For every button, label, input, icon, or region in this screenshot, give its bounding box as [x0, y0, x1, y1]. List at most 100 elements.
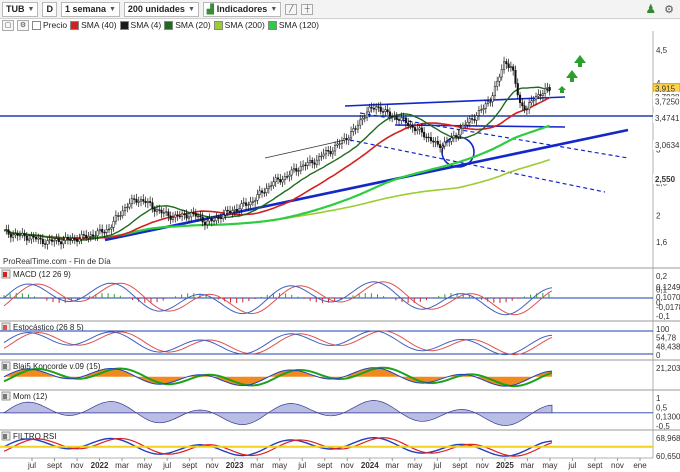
green-up-arrow-icon: [566, 70, 578, 82]
candle-body: [356, 124, 359, 130]
x-tick-label: ene: [633, 461, 647, 470]
legend-price[interactable]: Precio: [32, 20, 67, 30]
panel-title: Blai5 Koncorde v.09 (15): [13, 362, 101, 371]
legend-sma120[interactable]: SMA (120): [267, 20, 319, 30]
candle-body: [39, 237, 42, 240]
alert-bell-icon[interactable]: ♟: [645, 2, 657, 16]
candle-body: [181, 213, 184, 217]
candle-body: [155, 209, 159, 212]
d-button[interactable]: D: [42, 1, 57, 17]
candle-body: [345, 138, 348, 141]
candle-body: [313, 162, 316, 165]
candle-body: [272, 181, 275, 186]
legend-sma4[interactable]: SMA (4): [119, 20, 161, 30]
indicators-button[interactable]: ▟ Indicadores ▼: [202, 1, 282, 17]
candle-body: [334, 144, 337, 152]
symbol-select[interactable]: TUB ▼: [2, 1, 39, 17]
period-label: 1 semana: [64, 4, 106, 14]
gear-icon[interactable]: ⚙: [664, 3, 674, 16]
legend-sma40[interactable]: SMA (40): [70, 20, 117, 30]
candle-body: [413, 127, 417, 132]
legend-sma200[interactable]: SMA (200): [213, 20, 265, 30]
units-select[interactable]: 200 unidades ▼: [123, 1, 199, 17]
candle-body: [57, 238, 60, 242]
candle-body: [144, 201, 147, 204]
price-tick-label: 2: [656, 212, 661, 221]
candle-body: [110, 227, 113, 230]
candle-body: [176, 214, 179, 217]
candle-body: [409, 124, 412, 127]
candle-body: [354, 128, 357, 130]
candle-body: [94, 235, 97, 237]
collapse-icon[interactable]: ▢: [2, 19, 14, 31]
candle-body: [258, 190, 261, 195]
candle-body: [69, 239, 72, 241]
candle-body: [92, 234, 95, 237]
x-tick-label: 2024: [361, 461, 379, 470]
x-tick-label: mar: [385, 461, 399, 470]
legend-price-label: Precio: [43, 20, 68, 30]
candle-body: [397, 119, 401, 121]
price-tag-bg: [653, 140, 680, 151]
small-trend-line: [264, 139, 346, 159]
candle-body: [128, 203, 131, 208]
candle-body: [240, 203, 243, 210]
candle-body: [76, 238, 79, 242]
indicator-panels: MACD (12 26 9) 0,20,10-0,10,12490,1070-0,…: [0, 267, 680, 461]
candle-body: [343, 138, 346, 141]
candle-body: [53, 240, 56, 242]
panel-tick-label: -0,5: [656, 422, 670, 431]
x-tick-label: may: [542, 461, 557, 470]
rsi-blue-line: [3, 436, 553, 457]
price-tag-bg: [653, 96, 680, 107]
candle-body: [370, 106, 373, 109]
candle-body: [324, 150, 327, 155]
mid-dashed-line: [359, 112, 629, 159]
candle-body: [523, 105, 526, 111]
candle-body: [322, 153, 325, 157]
candle-body: [85, 234, 88, 239]
candle-body: [366, 111, 369, 118]
candle-body: [452, 135, 455, 139]
candle-body: [21, 233, 24, 236]
settings-icon[interactable]: ⚙: [17, 19, 29, 31]
panel-tick-label: 0,1: [656, 285, 668, 294]
price-tag-bg: [653, 112, 680, 123]
price-tick-label: 4,5: [656, 46, 668, 55]
candle-body: [304, 164, 307, 167]
candle-body: [158, 209, 161, 211]
candle-body: [299, 166, 302, 171]
candle-body: [187, 216, 190, 219]
candle-body: [480, 109, 483, 111]
candle-body: [411, 124, 414, 128]
candle-body: [44, 243, 47, 245]
candle-body: [260, 190, 264, 193]
cursor-icon[interactable]: ┼: [301, 3, 314, 15]
candle-body: [429, 137, 433, 142]
candle-body: [276, 177, 280, 180]
panel-color-icon: [3, 272, 7, 277]
candle-body: [263, 192, 266, 194]
candle-body: [82, 234, 85, 236]
candle-body: [518, 94, 522, 103]
candle-body: [416, 128, 419, 132]
candle-body: [73, 238, 76, 240]
candle-body: [427, 136, 430, 139]
candle-body: [130, 198, 133, 205]
candles: [5, 56, 551, 250]
candle-body: [71, 238, 74, 241]
candle-body: [525, 108, 528, 111]
period-select[interactable]: 1 semana ▼: [60, 1, 120, 17]
draw-tool-icon[interactable]: ╱: [285, 3, 298, 15]
candle-body: [208, 218, 211, 222]
legend-sma200-label: SMA (200): [224, 20, 265, 30]
candle-body: [199, 215, 202, 218]
panel-tick-label: 100: [656, 325, 670, 334]
legend-sma20[interactable]: SMA (20): [164, 20, 211, 30]
panel-tick-label: 0: [656, 299, 661, 308]
candle-body: [521, 102, 524, 107]
candle-body: [30, 235, 33, 240]
candle-body: [546, 87, 549, 89]
candle-body: [222, 214, 225, 219]
